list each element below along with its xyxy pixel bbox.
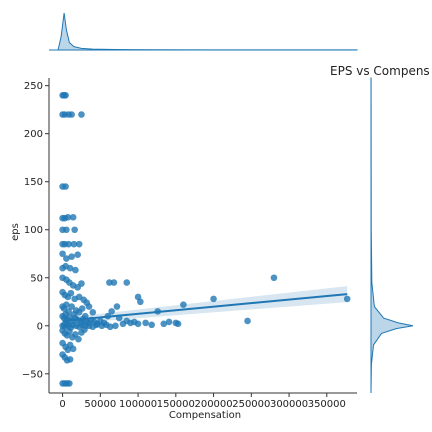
scatter-point xyxy=(66,328,73,335)
chart-title: EPS vs Compens xyxy=(330,64,430,78)
y-tick-label: −50 xyxy=(22,369,43,380)
scatter-point xyxy=(165,318,173,326)
scatter-point xyxy=(180,301,187,308)
scatter-point xyxy=(244,317,251,325)
scatter-point xyxy=(89,309,97,316)
y-tick-label: 100 xyxy=(24,225,43,236)
y-density-curve xyxy=(370,77,414,394)
scatter-point xyxy=(67,289,75,297)
y-tick-label: 50 xyxy=(30,273,43,284)
scatter-point xyxy=(142,319,149,327)
scatter-point xyxy=(69,213,77,221)
x-tick-label: 150000 xyxy=(157,399,195,410)
scatter-point xyxy=(64,213,72,221)
scatter-point xyxy=(62,183,69,190)
scatter-point xyxy=(71,226,78,234)
scatter-point xyxy=(68,111,75,118)
y-tick-label: 250 xyxy=(24,81,43,92)
x-tick-label: 100000 xyxy=(119,399,157,410)
scatter-point xyxy=(78,280,85,287)
x-tick-label: 350000 xyxy=(308,399,346,410)
scatter-point xyxy=(66,264,74,272)
confidence-band-area xyxy=(62,286,348,324)
main-axes xyxy=(48,78,357,394)
x-tick-label: 50000 xyxy=(84,399,116,410)
scatter-point xyxy=(137,298,144,306)
scatter-point xyxy=(134,320,142,328)
scatter-point xyxy=(93,321,100,329)
scatter-point xyxy=(70,240,78,248)
scatter-point xyxy=(106,279,113,286)
scatter-point xyxy=(160,320,168,328)
x-tick-label: 300000 xyxy=(270,399,308,410)
scatter-point xyxy=(85,303,93,310)
scatter-point xyxy=(343,295,351,303)
scatter-point xyxy=(75,240,83,248)
x-axis-label: Compensation xyxy=(169,410,241,421)
scatter-point xyxy=(210,295,217,303)
regression-line-path xyxy=(62,293,348,322)
scatter-point xyxy=(63,226,70,234)
scatter-point xyxy=(113,303,121,310)
scatter-point xyxy=(63,255,70,262)
x-tick-label: 200000 xyxy=(194,399,232,410)
scatter-point xyxy=(123,279,131,286)
scatter-points xyxy=(59,91,351,387)
scatter-point xyxy=(81,326,88,333)
x-axis-ticks: 0 50000 100000 150000 200000 250000 300000 3500… xyxy=(59,393,346,410)
y-marginal-density xyxy=(370,77,414,394)
scatter-point xyxy=(174,320,182,328)
scatter-point xyxy=(66,356,74,363)
scatter-point xyxy=(106,323,114,331)
regression-confidence-band xyxy=(62,286,348,324)
scatter-point xyxy=(68,303,75,310)
scatter-point xyxy=(112,322,119,330)
scatter-point xyxy=(72,266,79,274)
x-tick-label: 250000 xyxy=(232,399,270,410)
y-tick-label: 0 xyxy=(37,321,43,332)
scatter-point xyxy=(59,250,66,258)
x-marginal-density xyxy=(48,12,358,51)
scatter-point xyxy=(78,305,86,312)
scatter-point xyxy=(65,240,72,248)
scatter-point xyxy=(68,253,75,260)
x-tick-label: 0 xyxy=(59,399,65,410)
scatter-point xyxy=(110,279,118,286)
scatter-point xyxy=(270,274,278,282)
scatter-point xyxy=(66,380,73,387)
scatter-point xyxy=(108,308,115,315)
y-tick-label: 200 xyxy=(24,129,43,140)
regression-line xyxy=(62,293,348,322)
scatter-point xyxy=(74,251,81,259)
scatter-point xyxy=(72,331,79,338)
scatter-point xyxy=(75,335,82,343)
x-density-curve xyxy=(48,12,358,51)
scatter-point xyxy=(62,91,69,99)
scatter-point xyxy=(63,301,70,308)
y-axis-ticks: −50 0 50 100 150 200 250 xyxy=(22,81,49,380)
scatter-point xyxy=(78,111,85,118)
y-axis-label: eps xyxy=(10,223,21,241)
scatter-point xyxy=(148,321,155,329)
scatter-point xyxy=(69,345,77,353)
y-tick-label: 150 xyxy=(24,177,43,188)
